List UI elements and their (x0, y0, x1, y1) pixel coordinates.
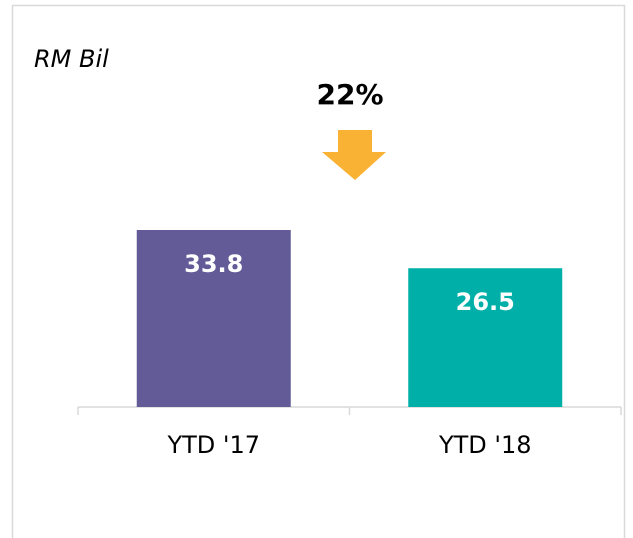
x-tick-label: YTD '18 (438, 431, 532, 459)
value-label: 33.8 (184, 250, 243, 278)
annotation: 22% (316, 78, 383, 111)
value-label: 26.5 (456, 288, 515, 316)
bar (408, 268, 563, 407)
x-tick-label: YTD '17 (166, 431, 260, 459)
down-arrow (322, 130, 386, 180)
frame (11, 4, 626, 538)
unit-label: RM Bil (34, 45, 109, 73)
bar (136, 230, 291, 407)
